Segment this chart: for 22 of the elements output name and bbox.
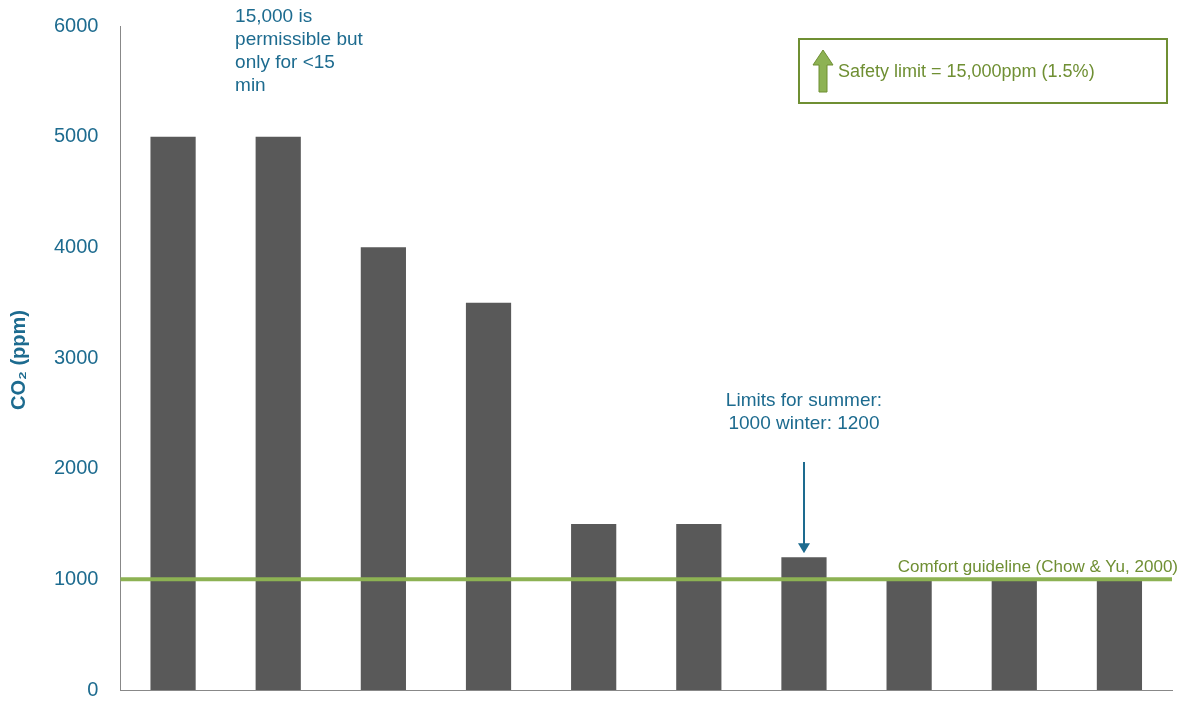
y-tick-label: 0 [87, 677, 99, 700]
bar [1096, 579, 1143, 690]
bar [255, 136, 301, 690]
bar [781, 557, 827, 690]
y-tick-label: 3000 [53, 345, 99, 368]
bar [465, 302, 512, 690]
y-tick-label: 4000 [53, 234, 99, 257]
ref-line-label: Comfort guideline (Chow & Yu, 2000) [897, 556, 1178, 576]
y-tick-label: 6000 [53, 13, 99, 36]
bar [991, 579, 1037, 690]
y-tick-label: 5000 [53, 124, 99, 147]
bar [150, 136, 196, 690]
bar [571, 524, 617, 690]
y-axis-title: CO₂ (ppm) [6, 310, 30, 410]
bar [886, 579, 932, 690]
annotation: Limits for summer: 1000 winter: 1200 [724, 388, 884, 434]
bar [676, 524, 722, 690]
annotation: Safety limit = 15,000ppm (1.5%) [838, 60, 1095, 82]
y-tick-label: 2000 [53, 456, 99, 479]
bar [360, 247, 406, 690]
y-tick-label: 1000 [53, 566, 99, 589]
annotation: 15,000 is permissible but only for <15 min [235, 4, 364, 96]
